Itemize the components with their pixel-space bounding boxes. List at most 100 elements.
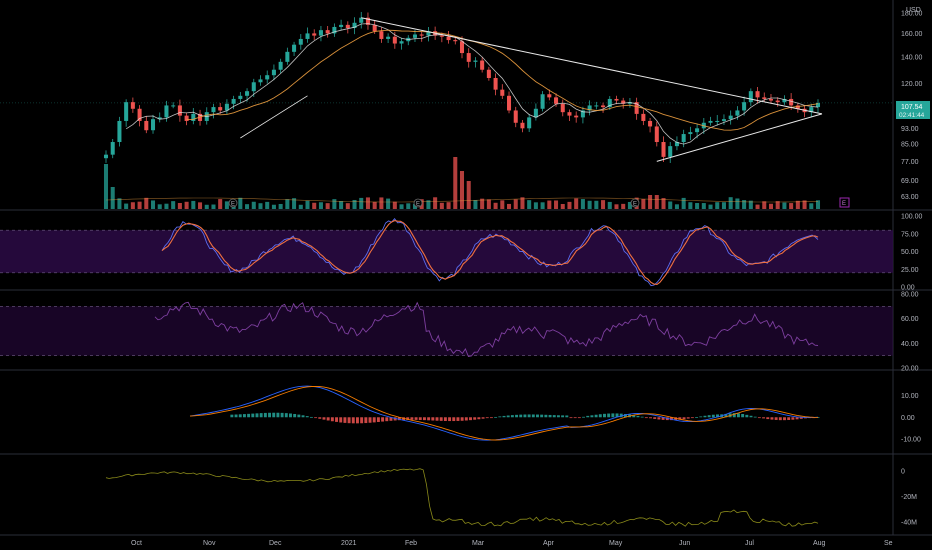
volume-bar xyxy=(412,203,417,209)
macd-histogram-bar xyxy=(598,414,602,418)
volume-bar xyxy=(164,203,169,209)
candle-body xyxy=(540,94,545,109)
candle-body xyxy=(164,105,169,118)
rsi-line xyxy=(154,301,819,358)
volume-bar xyxy=(305,200,310,209)
candle-body xyxy=(661,142,666,157)
candle-body xyxy=(574,115,579,118)
volume-bar xyxy=(204,204,209,209)
volume-bar xyxy=(768,203,773,209)
macd-histogram-bar xyxy=(778,417,782,421)
volume-bar xyxy=(527,200,532,209)
candle-body xyxy=(728,115,733,120)
macd-histogram-bar xyxy=(506,415,510,418)
macd-histogram-bar xyxy=(422,417,426,421)
volume-bar xyxy=(587,200,592,209)
candle-body xyxy=(177,105,182,116)
time-tick-label: Oct xyxy=(131,540,142,547)
price-tick-label: 77.00 xyxy=(901,159,919,166)
volume-ma-line xyxy=(105,197,819,203)
volume-bar xyxy=(815,200,821,209)
volume-bar xyxy=(345,203,350,209)
volume-bar xyxy=(130,202,135,209)
volume-bar xyxy=(809,203,814,209)
candle-body xyxy=(419,34,424,36)
candle-body xyxy=(218,107,223,111)
rsi-tick-label: 40.00 xyxy=(901,341,919,348)
candle-body xyxy=(265,75,270,80)
volume-bar xyxy=(406,203,411,209)
macd-histogram-bar xyxy=(686,417,690,419)
price-badge-countdown: 02:41:44 xyxy=(899,112,925,119)
macd-histogram-bar xyxy=(653,417,657,419)
volume-bar xyxy=(191,200,196,209)
macd-histogram-bar xyxy=(510,415,514,418)
price-tick-label: 120.00 xyxy=(901,81,923,88)
volume-bar xyxy=(540,202,545,209)
time-tick-label: Feb xyxy=(405,540,417,547)
time-tick-label: Dec xyxy=(269,540,282,547)
early-trendline xyxy=(240,95,308,139)
candle-body xyxy=(372,24,377,32)
volume-bar xyxy=(782,202,787,209)
macd-histogram-bar xyxy=(753,416,757,418)
stochastic-panel[interactable] xyxy=(0,217,893,287)
candle-body xyxy=(184,115,189,121)
time-tick-label: Mar xyxy=(472,540,485,547)
rsi-tick-label: 20.00 xyxy=(901,366,919,373)
volume-bar xyxy=(292,198,297,209)
candle-body xyxy=(251,82,256,92)
candle-body xyxy=(359,17,364,23)
volume-bar xyxy=(533,202,538,209)
candle-body xyxy=(231,98,236,104)
macd-histogram-bar xyxy=(494,416,498,418)
macd-signal-line xyxy=(189,385,819,441)
macd-histogram-bar xyxy=(502,415,506,418)
candle-body xyxy=(298,38,303,45)
obv-panel[interactable] xyxy=(105,468,819,527)
volume-bar xyxy=(184,201,189,209)
volume-bar xyxy=(594,200,599,209)
candle-body xyxy=(332,26,337,34)
time-tick-label: Nov xyxy=(203,540,216,547)
macd-histogram-bar xyxy=(473,417,477,420)
candle-body xyxy=(755,91,760,98)
volume-bar xyxy=(681,197,686,209)
candle-body xyxy=(748,91,753,103)
volume-bar xyxy=(648,195,653,209)
macd-histogram-bar xyxy=(561,415,565,418)
candle-body xyxy=(439,35,444,37)
macd-histogram-bar xyxy=(360,417,364,424)
macd-histogram-bar xyxy=(431,417,435,421)
candle-body xyxy=(681,134,686,143)
macd-panel[interactable] xyxy=(189,385,820,441)
macd-histogram-bar xyxy=(418,417,422,420)
macd-histogram-bar xyxy=(690,417,694,419)
candle-body xyxy=(473,60,478,62)
macd-histogram-bar xyxy=(343,417,347,423)
candle-body xyxy=(520,122,525,129)
macd-histogram-bar xyxy=(464,417,468,421)
volume-bar xyxy=(567,201,572,209)
candle-body xyxy=(278,61,283,70)
macd-histogram-bar xyxy=(527,414,531,418)
candle-body xyxy=(446,36,451,41)
macd-histogram-bar xyxy=(594,414,598,418)
macd-histogram-bar xyxy=(552,415,556,418)
macd-histogram-bar xyxy=(670,417,673,421)
candle-body xyxy=(587,105,592,111)
macd-histogram-bar xyxy=(276,412,280,418)
volume-bar xyxy=(198,202,203,209)
candle-body xyxy=(137,108,142,121)
volume-bar xyxy=(124,203,129,209)
macd-histogram-bar xyxy=(456,417,460,421)
price-panel[interactable] xyxy=(0,11,893,163)
macd-histogram-bar xyxy=(611,413,615,418)
macd-histogram-bar xyxy=(695,417,699,418)
volume-bar xyxy=(352,199,357,209)
stochastic-d-line xyxy=(161,220,819,285)
macd-histogram-bar xyxy=(762,417,766,419)
rsi-panel[interactable] xyxy=(0,301,893,358)
macd-tick-label: 10.00 xyxy=(901,393,919,400)
